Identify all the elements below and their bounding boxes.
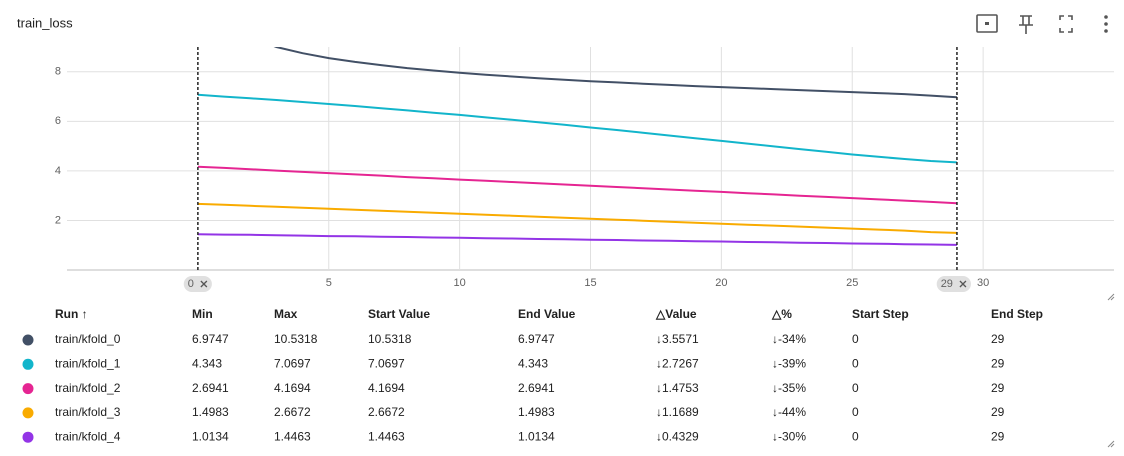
table-cell: train/kfold_0 (55, 332, 121, 346)
table-header: △Value (655, 307, 697, 321)
table-cell: 29 (991, 381, 1005, 395)
chip-close[interactable] (959, 280, 967, 288)
table-cell: 0 (852, 381, 859, 395)
resize-handle[interactable] (1107, 293, 1115, 301)
y-tick-label: 4 (55, 165, 61, 177)
resize-handle[interactable] (1107, 440, 1115, 448)
table-cell: 29 (991, 332, 1005, 346)
toolbar (976, 14, 1108, 34)
run-color-dot (22, 431, 34, 443)
table-cell: train/kfold_3 (55, 405, 121, 419)
y-tick-label: 6 (55, 115, 61, 127)
run-color-dot (22, 407, 34, 419)
fullscreen-button[interactable] (1059, 15, 1073, 33)
table-cell: train/kfold_2 (55, 381, 121, 395)
x-tick-label: 5 (326, 277, 332, 289)
run-color-dot (22, 383, 34, 395)
table-cell: 4.343 (518, 356, 548, 370)
run-color-dot (22, 334, 34, 346)
table-cell: 1.4983 (518, 405, 555, 419)
table-cell: 4.1694 (274, 381, 311, 395)
table-cell: 6.9747 (192, 332, 229, 346)
chart-title: train_loss (17, 15, 73, 30)
table-cell: 10.5318 (274, 332, 318, 346)
table-cell: 29 (991, 405, 1005, 419)
table-header: Min (192, 307, 213, 321)
x-tick-label: 15 (584, 277, 596, 289)
table-cell: 1.4463 (368, 429, 405, 443)
table-cell: ↓2.7267 (656, 356, 699, 370)
table-cell: ↓-34% (772, 332, 806, 346)
fit-button[interactable] (976, 14, 998, 33)
range-chip[interactable] (936, 276, 971, 292)
range-chip-label: 29 (941, 278, 953, 290)
x-tick-label: 25 (846, 277, 858, 289)
table-cell: ↓1.4753 (656, 381, 699, 395)
table-cell: 4.343 (192, 356, 222, 370)
x-tick-label: 10 (454, 277, 466, 289)
table-header: Start Step (852, 307, 909, 321)
table-cell: 29 (991, 429, 1005, 443)
table-header[interactable]: Run ↑ (55, 307, 88, 321)
table-header: △% (771, 307, 792, 321)
y-tick-label: 8 (55, 66, 61, 78)
table-cell: ↓-39% (772, 356, 806, 370)
table-cell: 10.5318 (368, 332, 412, 346)
table-cell: train/kfold_4 (55, 429, 121, 443)
table-cell: 7.0697 (274, 356, 311, 370)
series-line (273, 47, 957, 99)
table-cell: 0 (852, 405, 859, 419)
table-cell: ↓0.4329 (656, 429, 699, 443)
table-cell: 1.0134 (518, 429, 555, 443)
table-cell: 1.4463 (274, 429, 311, 443)
y-tick-label: 2 (55, 214, 61, 226)
table-cell: 6.9747 (518, 332, 555, 346)
pin-button[interactable] (1019, 15, 1033, 34)
table-cell: 4.1694 (368, 381, 405, 395)
run-color-dot (22, 358, 34, 370)
table-cell: 0 (852, 332, 859, 346)
table-cell: 1.4983 (192, 405, 229, 419)
table-header: End Value (518, 307, 576, 321)
series-line (197, 93, 957, 164)
chip-close[interactable] (200, 280, 208, 288)
table-cell: 2.6941 (192, 381, 229, 395)
table-cell: 29 (991, 356, 1005, 370)
table-cell: 2.6672 (274, 405, 311, 419)
table-cell: 1.0134 (192, 429, 229, 443)
series-line (197, 202, 957, 234)
table-cell: ↓-44% (772, 405, 806, 419)
table-cell: train/kfold_1 (55, 356, 121, 370)
x-tick-label: 20 (715, 277, 727, 289)
table-cell: ↓-30% (772, 429, 806, 443)
table-cell: 7.0697 (368, 356, 405, 370)
table-header: Start Value (368, 307, 430, 321)
menu-button[interactable] (1104, 15, 1108, 33)
range-chip[interactable] (183, 276, 212, 292)
series-line (197, 165, 957, 205)
table-cell: 0 (852, 356, 859, 370)
table-cell: ↓-35% (772, 381, 806, 395)
table-cell: 0 (852, 429, 859, 443)
table-cell: ↓1.1689 (656, 405, 699, 419)
range-chip-label: 0 (188, 278, 194, 290)
table-cell: 2.6672 (368, 405, 405, 419)
table-header: Max (274, 307, 298, 321)
table-cell: 2.6941 (518, 381, 555, 395)
table-header: End Step (991, 307, 1043, 321)
table-cell: ↓3.5571 (656, 332, 699, 346)
x-tick-label: 30 (977, 277, 989, 289)
series-line (197, 233, 957, 246)
